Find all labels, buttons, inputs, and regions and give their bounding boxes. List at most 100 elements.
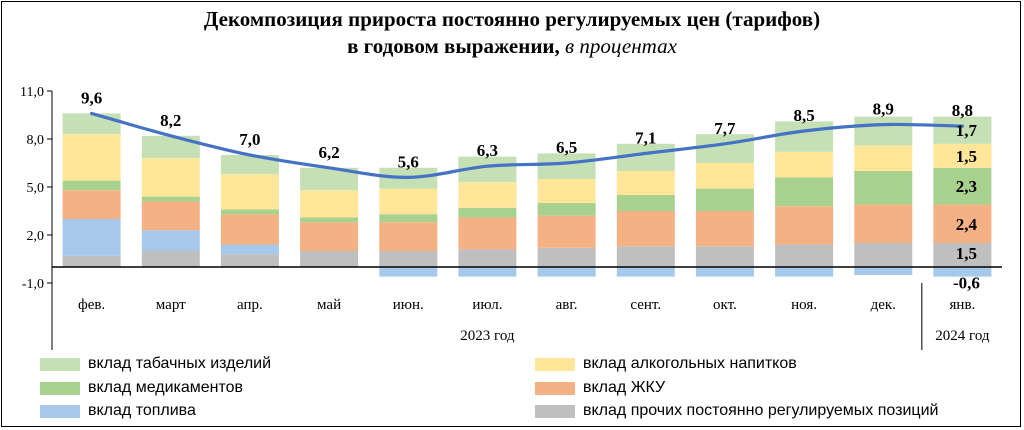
bar-segment <box>695 134 754 163</box>
bar-segment <box>141 158 200 197</box>
total-label: 5,6 <box>398 152 419 171</box>
chart-title-line2: в годовом выражении, в процентах <box>0 33 1024 60</box>
bar-segment <box>933 116 992 144</box>
bar-segment <box>775 121 834 152</box>
bar-segment <box>616 211 675 247</box>
segment-label: 1,7 <box>956 121 978 140</box>
bar-segment <box>379 188 438 215</box>
y-tick-label: 11,0 <box>20 85 44 100</box>
total-label: 8,2 <box>160 111 181 130</box>
total-label: 6,5 <box>556 138 577 157</box>
bar-segment <box>458 217 517 250</box>
bar-segment <box>854 116 913 146</box>
x-tick-label: март <box>156 297 186 313</box>
bar-segment <box>933 243 992 267</box>
segment-label: -0,6 <box>953 274 980 293</box>
bar-segment <box>933 204 992 243</box>
bar-segment <box>62 255 121 267</box>
bar-segment <box>854 267 913 275</box>
bar-segment <box>775 151 834 178</box>
total-line <box>89 111 964 180</box>
bar-segment <box>141 230 200 251</box>
total-label: 8,5 <box>793 106 814 125</box>
x-tick-label: апр. <box>237 297 263 313</box>
bar-segment <box>537 179 596 203</box>
bar-segment <box>300 190 359 218</box>
bar-segment <box>220 155 279 175</box>
bar-segment <box>537 153 596 179</box>
bar-segment <box>775 267 834 277</box>
bar-segment <box>379 251 438 267</box>
bar-segment <box>458 267 517 277</box>
x-tick-label: янв. <box>950 297 976 313</box>
total-label: 9,6 <box>81 88 102 107</box>
chart-title: Декомпозиция прироста постоянно регулиру… <box>0 6 1024 60</box>
bar-segment <box>220 214 279 245</box>
bar-segment <box>458 249 517 267</box>
x-tick-label: июл. <box>472 297 502 313</box>
year-label: 2023 год <box>460 328 515 344</box>
bar-segment <box>220 174 279 210</box>
bar-segment <box>537 215 596 248</box>
segment-label: 1,5 <box>956 244 977 263</box>
bar-segment <box>141 135 200 159</box>
bar-segment <box>616 267 675 277</box>
bar-segment <box>695 163 754 189</box>
bar-segment <box>695 246 754 267</box>
bar-segment <box>933 143 992 168</box>
bar-segment <box>933 167 992 205</box>
total-label: 8,8 <box>952 101 973 120</box>
bar-segment <box>695 211 754 247</box>
bar-segment <box>854 204 913 243</box>
bar-segment <box>379 267 438 277</box>
bar-segment <box>220 254 279 267</box>
bars-layer <box>62 113 992 277</box>
x-tick-label: ноя. <box>791 297 817 313</box>
x-tick-label: июн. <box>393 297 424 313</box>
bar-segment <box>775 177 834 207</box>
total-label: 6,3 <box>477 141 498 160</box>
bar-segment <box>62 219 121 256</box>
bar-segment <box>379 222 438 251</box>
bar-segment <box>62 190 121 219</box>
total-label: 8,9 <box>873 100 894 119</box>
total-label: 7,0 <box>239 130 260 149</box>
bar-segment <box>62 180 121 191</box>
bar-segment <box>933 267 992 277</box>
total-label: 7,7 <box>714 119 736 138</box>
x-tick-label: май <box>317 297 341 313</box>
total-label: 6,2 <box>318 143 339 162</box>
bar-segment <box>775 244 834 267</box>
bar-segment <box>458 207 517 218</box>
bar-segment <box>62 134 121 181</box>
bar-segment <box>141 251 200 267</box>
bar-segment <box>220 244 279 255</box>
bar-segment <box>300 167 359 191</box>
total-label: 7,1 <box>635 128 656 147</box>
bar-segment <box>854 145 913 171</box>
bar-segment <box>616 246 675 267</box>
bar-segment <box>141 196 200 202</box>
bar-segment <box>695 188 754 211</box>
bar-segment <box>300 217 359 223</box>
y-tick-label: 8,0 <box>27 133 45 148</box>
bar-segment <box>854 171 913 205</box>
bar-segment <box>854 243 913 267</box>
bar-segment <box>775 206 834 245</box>
bar-segment <box>537 267 596 277</box>
bar-segment <box>695 267 754 277</box>
chart-title-unit: в процентах <box>565 34 677 58</box>
bar-segment <box>141 201 200 231</box>
y-tick-label: -1,0 <box>22 277 44 292</box>
chart-title-line2-text: в годовом выражении, <box>347 34 560 58</box>
x-tick-label: окт. <box>713 297 737 313</box>
bar-segment <box>537 203 596 216</box>
bar-segment <box>458 182 517 208</box>
chart-title-line1: Декомпозиция прироста постоянно регулиру… <box>203 7 821 31</box>
x-tick-label: сент. <box>630 297 661 313</box>
segment-label: 1,5 <box>956 147 977 166</box>
x-tick-label: фев. <box>78 297 105 313</box>
bar-segment <box>220 209 279 215</box>
